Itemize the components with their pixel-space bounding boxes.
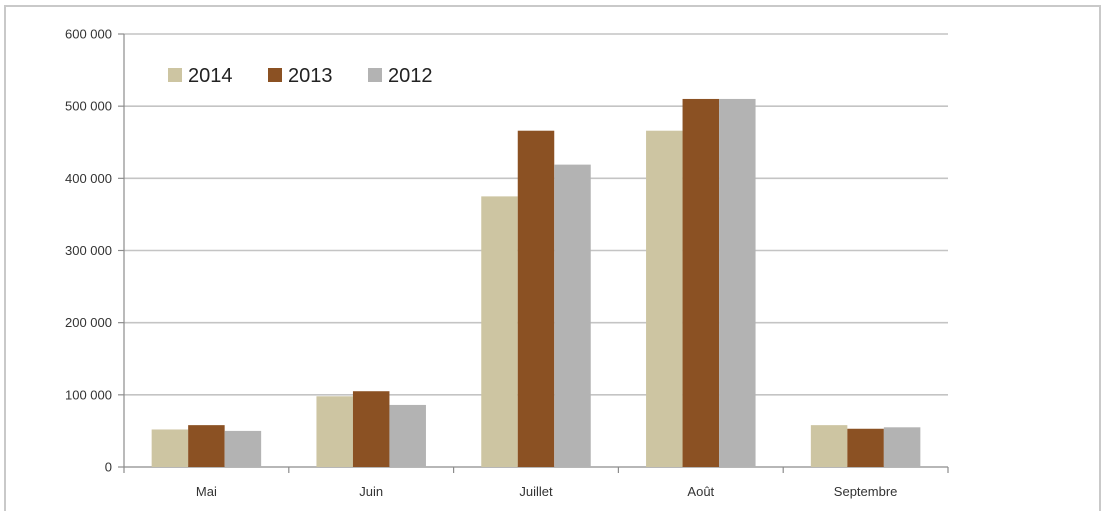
legend-swatch-2013 (268, 68, 282, 82)
bar-2013-Juillet (517, 130, 555, 467)
x-tick-label: Septembre (834, 484, 898, 499)
legend-swatch-2012 (368, 68, 382, 82)
bar-2012-Août (719, 98, 756, 467)
bar-2014-Juillet (481, 196, 518, 467)
bar-2012-Septembre (883, 427, 921, 467)
bar-2013-Juin (352, 391, 390, 467)
y-tick-label: 0 (105, 460, 112, 475)
bar-2013-Mai (188, 425, 225, 467)
bars (151, 98, 921, 467)
legend-label-2014: 2014 (188, 65, 233, 87)
bar-2014-Août (646, 130, 683, 467)
y-tick-label: 200 000 (65, 315, 112, 330)
bar-2014-Juin (316, 396, 353, 467)
chart-frame (4, 5, 1101, 511)
bar-2013-Septembre (847, 428, 884, 467)
bar-2012-Juillet (554, 164, 591, 467)
y-tick-labels: 0 100 000 200 000 300 000 400 000 500 000 600 … (65, 27, 112, 475)
x-tick-label: Août (687, 484, 714, 499)
bar-2012-Juin (389, 404, 426, 467)
bar-2014-Mai (151, 429, 189, 467)
x-tick-label: Mai (196, 484, 217, 499)
x-tick-label: Juillet (519, 484, 553, 499)
y-tick-label: 400 000 (65, 171, 112, 186)
x-tick-labels: Mai Juin Juillet Août Septembre (196, 484, 897, 499)
x-tick-label: Juin (359, 484, 383, 499)
y-tick-label: 300 000 (65, 243, 112, 258)
legend-label-2012: 2012 (388, 65, 433, 87)
legend-swatch-2014 (168, 68, 182, 82)
y-tick-label: 600 000 (65, 27, 112, 42)
legend: 2014 2013 2012 (168, 65, 433, 87)
y-tick-label: 500 000 (65, 99, 112, 114)
bar-2012-Mai (224, 430, 262, 467)
y-tick-label: 100 000 (65, 387, 112, 402)
bar-2014-Septembre (810, 425, 848, 467)
legend-label-2013: 2013 (288, 65, 333, 87)
bar-2013-Août (682, 98, 720, 467)
